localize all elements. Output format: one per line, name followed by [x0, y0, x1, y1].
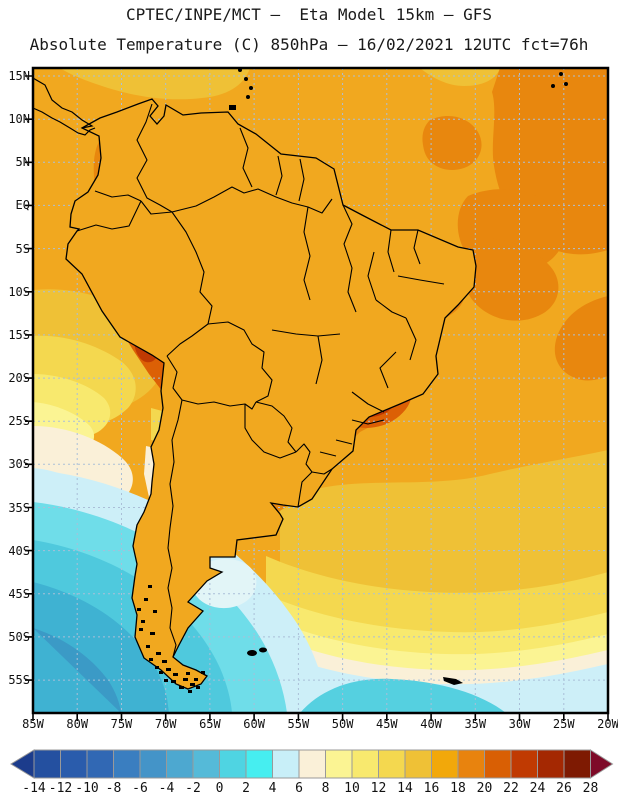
colorbar-cell — [192, 749, 220, 779]
lat-label: 15N — [8, 69, 30, 83]
colorbar-tick-label: 0 — [215, 781, 224, 796]
lon-label: 55W — [287, 717, 310, 731]
lat-label: 10N — [8, 112, 30, 127]
colorbar-cell — [33, 749, 61, 779]
lon-label: 20W — [597, 717, 618, 731]
ocean-dark-patches — [422, 68, 608, 381]
lon-label: 45W — [375, 717, 398, 731]
country-state-borders — [76, 103, 445, 658]
ocean-warm-gold-patches — [60, 68, 500, 100]
colorbar-cell — [510, 749, 538, 779]
colorbar-tick-label: -2 — [185, 781, 201, 796]
patagonia-terrain-speckles — [137, 585, 205, 693]
lat-label: 30S — [8, 457, 30, 472]
colorbar-tick-label: -6 — [132, 781, 148, 796]
colorbar-cell — [457, 749, 485, 779]
lon-label: 75W — [110, 717, 133, 731]
colorbar-tick-label: 8 — [321, 781, 330, 796]
lat-label: 5S — [15, 241, 30, 256]
central-america-coast — [33, 77, 96, 136]
lat-label: 25S — [8, 414, 30, 429]
colorbar-tick-label: 26 — [556, 781, 572, 796]
lat-label: 20S — [8, 371, 30, 386]
lon-label: 80W — [66, 717, 89, 731]
colorbar-tick-label: 22 — [503, 781, 519, 796]
colorbar-tick-label: 4 — [268, 781, 277, 796]
colorbar-tick-label: -10 — [75, 781, 99, 796]
colorbar-left-arrow — [10, 749, 35, 779]
lon-label: 85W — [22, 717, 44, 731]
colorbar-cell — [219, 749, 247, 779]
page-title: CPTEC/INPE/MCT – Eta Model 15km – GFS — [125, 5, 493, 24]
map-field — [33, 68, 608, 713]
lat-label: 10S — [8, 284, 30, 299]
colorbar-cell — [60, 749, 88, 779]
lon-label: 35W — [464, 717, 487, 731]
colorbar-cell — [139, 749, 167, 779]
colorbar-cell — [272, 749, 300, 779]
colorbar-cell — [245, 749, 273, 779]
colorbar-cell — [325, 749, 353, 779]
colorbar-tick-label: 6 — [295, 781, 303, 796]
colorbar-cell — [378, 749, 406, 779]
lon-label: 30W — [508, 717, 531, 731]
colorbar-cell — [404, 749, 432, 779]
colorbar-cell — [298, 749, 326, 779]
colorbar-tick-label: 20 — [476, 781, 493, 796]
colorbar-cell — [166, 749, 194, 779]
colorbar-cell — [86, 749, 114, 779]
colorbar-tick-label: 2 — [242, 781, 250, 796]
lon-label: 25W — [552, 717, 575, 731]
colorbar-cell — [351, 749, 379, 779]
colorbar-cell — [537, 749, 565, 779]
colorbar-tick-label: 24 — [529, 781, 546, 796]
page-subtitle: Absolute Temperature (C) 850hPa – 16/02/… — [29, 35, 589, 54]
pacific-cool-bands — [33, 289, 164, 541]
colorbar-tick-label: 12 — [370, 781, 387, 796]
colorbar-tick-label: -12 — [48, 781, 73, 796]
map-frame — [31, 66, 610, 715]
lat-label: EQ — [15, 198, 30, 213]
colorbar-tick-label: 14 — [397, 781, 413, 796]
colorbar-tick-label: -8 — [105, 781, 122, 796]
lon-label: 50W — [331, 717, 354, 731]
lon-label: 60W — [243, 717, 265, 731]
lat-label: 35S — [8, 500, 30, 515]
lat-label: 45S — [8, 586, 30, 601]
colorbar-cell — [431, 749, 459, 779]
lat-label: 40S — [8, 543, 30, 558]
colorbar-tick-label: 10 — [344, 781, 360, 796]
lat-label: 5N — [15, 155, 30, 170]
lon-label: 70W — [154, 717, 177, 731]
colorbar-tick-label: 28 — [582, 781, 599, 796]
lat-label: 15S — [8, 327, 30, 342]
axis-tick-marks — [25, 75, 609, 721]
lat-label: 55S — [8, 673, 30, 688]
colorbar-right-arrow — [590, 749, 614, 779]
colorbar-cell — [563, 749, 591, 779]
colorbar-tick-label: -14 — [22, 781, 46, 796]
colorbar-tick-label: -4 — [158, 781, 175, 796]
colorbar-cell — [113, 749, 141, 779]
colorbar — [10, 749, 614, 779]
lon-label: 40W — [420, 717, 442, 731]
lon-label: 65W — [199, 717, 221, 731]
colorbar-tick-label: 18 — [450, 781, 466, 796]
colorbar-tick-label: 16 — [423, 781, 440, 796]
colorbar-cell — [484, 749, 512, 779]
lat-label: 50S — [8, 629, 30, 644]
